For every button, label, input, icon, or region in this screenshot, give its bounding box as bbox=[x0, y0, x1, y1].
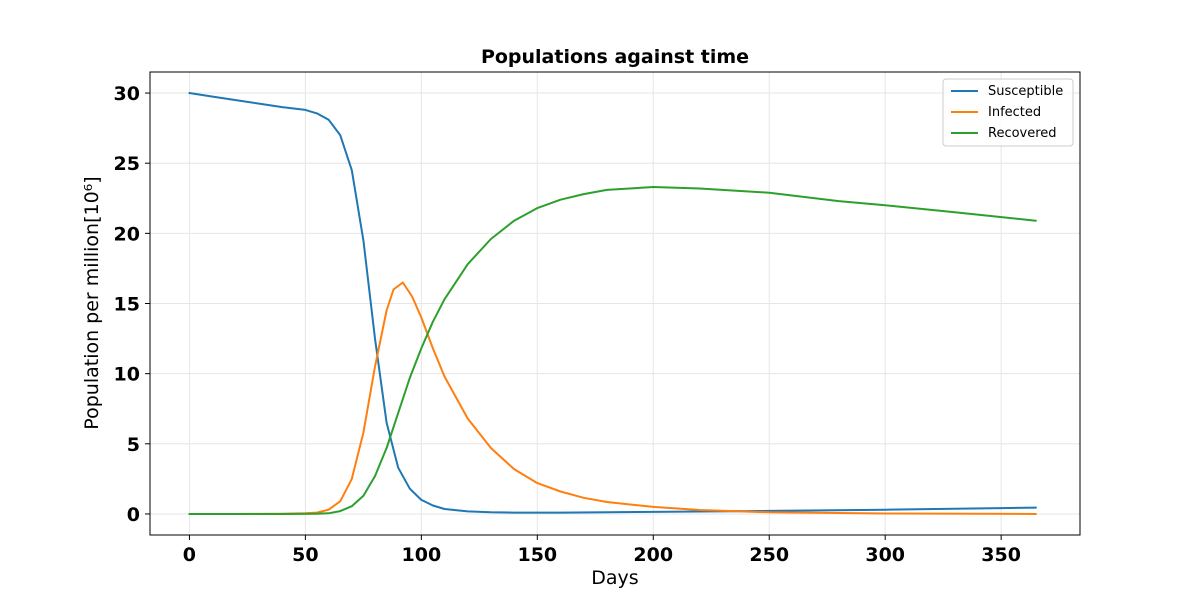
y-tick-label: 30 bbox=[114, 83, 140, 105]
x-tick-label: 300 bbox=[865, 544, 905, 566]
x-tick-label: 200 bbox=[633, 544, 673, 566]
x-axis-label: Days bbox=[591, 567, 638, 589]
x-tick-label: 350 bbox=[981, 544, 1021, 566]
legend-label-infected: Infected bbox=[988, 105, 1041, 120]
series-line-infected bbox=[188, 281, 1037, 515]
legend-box bbox=[942, 78, 1074, 147]
x-tick-label: 150 bbox=[517, 544, 557, 566]
chart-title: Populations against time bbox=[481, 46, 749, 68]
y-axis-label: Population per million[10⁶] bbox=[81, 176, 103, 429]
y-tick-label: 5 bbox=[127, 434, 140, 456]
y-tick-label: 0 bbox=[127, 504, 140, 526]
x-axis: 0 50 100 150 200 250 300 350 bbox=[183, 535, 1021, 566]
y-tick-label: 25 bbox=[114, 153, 140, 175]
series-layer bbox=[188, 92, 1037, 515]
legend-label-susceptible: Susceptible bbox=[988, 84, 1063, 99]
series-line-recovered bbox=[188, 186, 1037, 515]
legend: Susceptible Infected Recovered bbox=[942, 78, 1074, 147]
y-tick-label: 15 bbox=[114, 294, 140, 316]
x-tick-label: 0 bbox=[183, 544, 196, 566]
x-tick-label: 50 bbox=[292, 544, 318, 566]
series-line-susceptible bbox=[188, 92, 1037, 514]
x-tick-label: 250 bbox=[749, 544, 789, 566]
x-tick-label: 100 bbox=[402, 544, 442, 566]
legend-label-recovered: Recovered bbox=[988, 126, 1057, 141]
y-tick-label: 20 bbox=[114, 223, 140, 245]
y-axis: 0 5 10 15 20 25 30 bbox=[114, 83, 150, 526]
y-tick-label: 10 bbox=[114, 364, 140, 386]
grid bbox=[150, 72, 1080, 535]
